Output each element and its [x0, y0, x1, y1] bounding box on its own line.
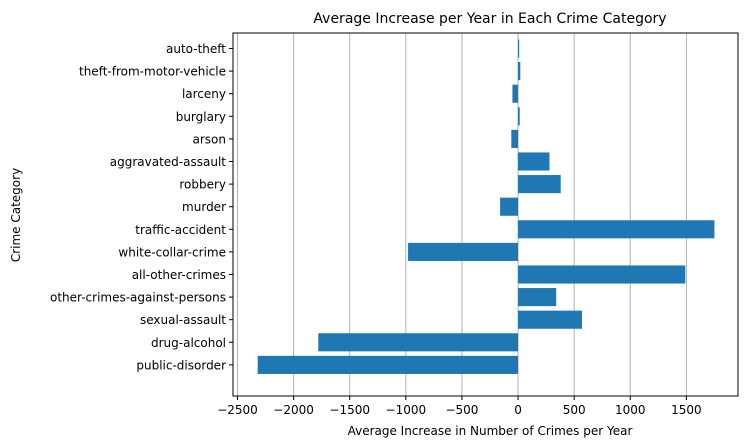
y-tick-label: robbery — [179, 178, 226, 192]
x-tick-label: −2000 — [273, 403, 314, 417]
x-tick-label: 500 — [563, 403, 586, 417]
bar — [518, 288, 557, 307]
y-tick-label: aggravated-assault — [110, 155, 227, 169]
y-tick-label: drug-alcohol — [151, 336, 226, 350]
y-tick-label: theft-from-motor-vehicle — [79, 65, 226, 79]
y-tick-label: larceny — [182, 87, 226, 101]
x-tick-label: −1000 — [386, 403, 427, 417]
bar — [318, 333, 519, 352]
bar — [518, 107, 520, 126]
x-axis-ticks: −2500 −2000 −1500 −1000 −500 0 500 1000 1500 — [217, 396, 702, 417]
y-tick-label: all-other-crimes — [132, 268, 226, 282]
bar — [518, 62, 521, 81]
y-axis-ticks: auto-theft theft-from-motor-vehicle larcen… — [50, 42, 233, 372]
bar — [257, 355, 519, 374]
x-tick-label: −2500 — [217, 403, 258, 417]
x-axis-title: Average Increase in Number of Crimes per… — [348, 424, 633, 438]
bar — [518, 175, 561, 194]
bar — [500, 197, 519, 216]
y-tick-label: other-crimes-against-persons — [50, 291, 226, 305]
y-tick-label: murder — [182, 200, 226, 214]
x-tick-label: 1500 — [671, 403, 702, 417]
y-tick-label: sexual-assault — [140, 313, 226, 327]
bar — [408, 242, 519, 261]
bar — [518, 310, 583, 329]
x-tick-label: 0 — [514, 403, 522, 417]
bar — [518, 220, 715, 239]
bar — [518, 152, 550, 171]
bar — [512, 84, 519, 103]
x-tick-label: −1500 — [329, 403, 370, 417]
y-tick-label: white-collar-crime — [118, 245, 226, 259]
bar — [518, 39, 520, 58]
bar — [518, 265, 686, 284]
y-tick-label: public-disorder — [136, 358, 226, 372]
x-tick-label: 1000 — [615, 403, 646, 417]
y-tick-label: traffic-accident — [135, 223, 226, 237]
y-axis-title: Crime Category — [9, 168, 23, 262]
y-tick-label: auto-theft — [166, 42, 226, 56]
plot-frame — [232, 32, 739, 397]
chart-title: Average Increase per Year in Each Crime … — [313, 11, 666, 27]
y-tick-label: burglary — [176, 110, 226, 124]
x-tick-label: −500 — [445, 403, 478, 417]
bar — [511, 129, 519, 148]
bars — [257, 39, 715, 374]
y-tick-label: arson — [193, 132, 227, 146]
